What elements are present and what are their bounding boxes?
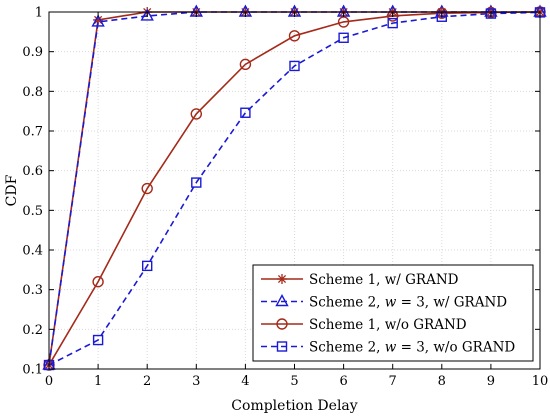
y-tick-label: 0.8 [22,85,43,100]
legend-marker [275,294,289,307]
x-tick-label: 1 [94,374,102,389]
x-tick-label: 5 [290,374,298,389]
y-tick-label: 0.3 [22,283,43,298]
x-tick-label: 7 [389,374,397,389]
data-point [140,8,154,21]
data-point [485,8,497,19]
legend: Scheme 1, w/ GRAND Scheme 2, w = 3, w/ GR… [252,264,534,362]
data-point [240,107,251,118]
legend-label: Scheme 1, w/ GRAND [309,272,459,288]
x-tick-label: 9 [487,374,495,389]
x-tick-label: 8 [438,374,446,389]
y-tick-label: 0.9 [22,45,43,60]
data-point [338,32,349,43]
legend-marker [277,274,287,284]
x-axis-title: Completion Delay [231,398,357,414]
data-point [91,14,105,27]
series-line [48,11,541,366]
x-tick-label: 4 [241,374,249,389]
legend-label: Scheme 2, w = 3, w/ GRAND [309,295,507,311]
x-tick-label: 3 [192,374,200,389]
legend-label: Scheme 1, w/o GRAND [309,317,467,333]
data-point [141,260,153,272]
series-line [48,11,541,366]
data-point [92,276,104,288]
legend-marker [276,341,288,352]
x-tick-label: 6 [339,374,347,389]
tick-labels: 0 1 2 3 4 5 6 7 8 9 10 0.1 0.2 0.3 0.4 0.5 0.6 0.7 0.8 0.9 1 [22,6,548,390]
data-point [141,182,153,195]
y-tick-label: 0.5 [22,204,43,219]
y-tick-label: 0.2 [22,323,43,338]
legend-item: Scheme 1, w/ GRAND [261,272,459,288]
x-tick-label: 0 [45,374,53,389]
legend-item: Scheme 2, w = 3, w/o GRAND [261,340,515,356]
series-4 [43,7,546,371]
x-tick-label: 10 [532,374,549,389]
plot-frame [48,11,541,370]
y-tick-label: 0.1 [22,363,43,378]
x-tick-label: 2 [143,374,151,389]
y-tick-label: 0.4 [22,244,43,259]
legend-marker [276,318,288,330]
y-tick-label: 0.7 [22,125,43,140]
y-axis-title: CDF [4,174,20,206]
legend-box [252,264,534,362]
y-tick-label: 1 [35,6,43,21]
data-point [190,108,203,120]
legend-label: Scheme 2, w = 3, w/o GRAND [309,340,515,356]
data-point [92,334,104,346]
axes [48,11,541,370]
data-point [191,177,202,188]
legend-item: Scheme 1, w/o GRAND [261,317,467,333]
data-point [289,60,300,72]
legend-item: Scheme 2, w = 3, w/ GRAND [261,294,507,311]
data-point [239,58,252,71]
y-tick-label: 0.6 [22,164,43,179]
data-point [288,30,301,42]
data-point [387,10,399,22]
data-point [387,17,398,29]
